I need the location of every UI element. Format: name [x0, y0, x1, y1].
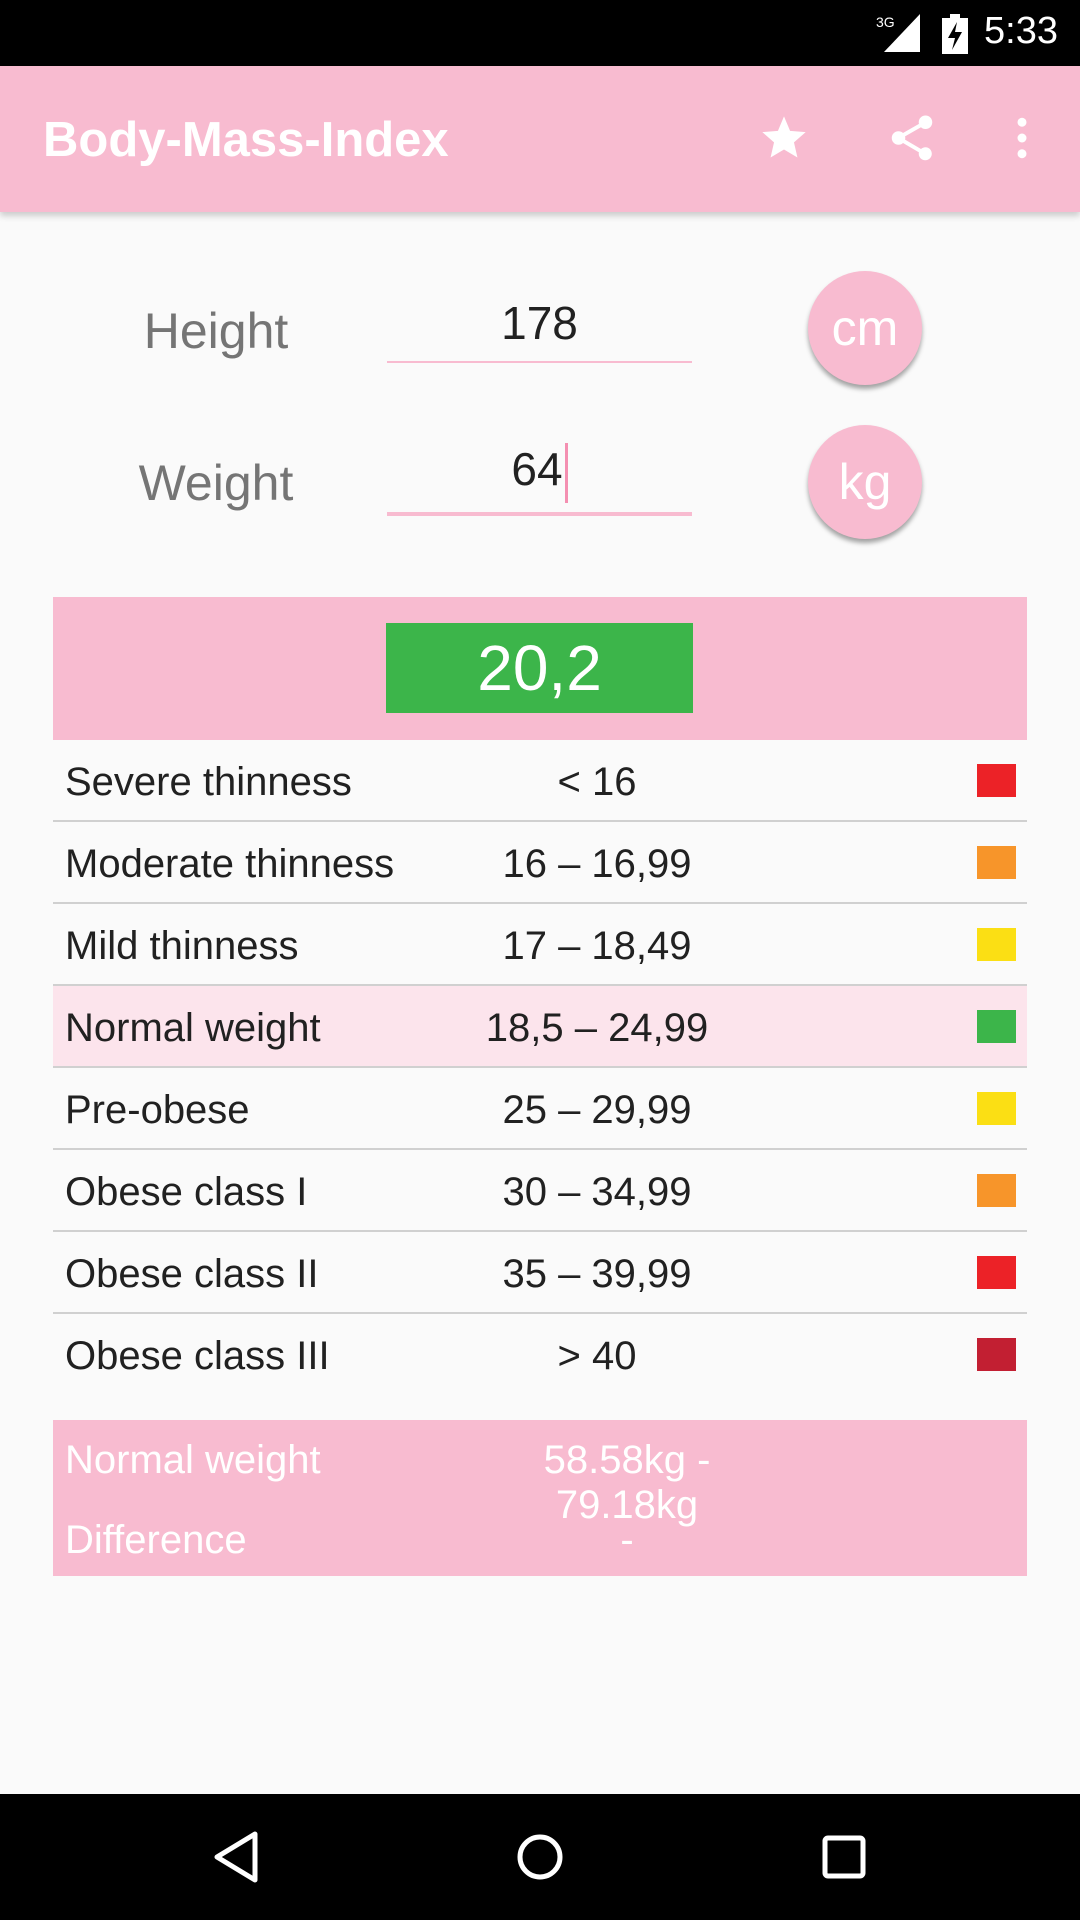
normal-weight-label: Normal weight — [65, 1438, 321, 1482]
category-color-swatch — [977, 846, 1016, 879]
weight-label: Weight — [138, 455, 294, 511]
star-icon[interactable] — [754, 108, 814, 168]
category-color-swatch — [977, 1010, 1016, 1043]
table-row: Pre-obese 25 – 29,99 — [53, 1068, 1027, 1150]
category-label: Obese class I — [65, 1170, 308, 1214]
normal-weight-value: 58.58kg - 79.18kg — [543, 1438, 711, 1527]
bmi-result-panel: 20,2 — [53, 597, 1027, 740]
category-range: 18,5 – 24,99 — [485, 1006, 709, 1050]
table-row: Obese class III > 40 — [53, 1314, 1027, 1396]
category-color-swatch — [977, 1174, 1016, 1207]
weight-value: 64 — [511, 443, 563, 495]
home-icon[interactable] — [510, 1827, 570, 1887]
app-bar: Body-Mass-Index — [0, 66, 1080, 212]
height-label: Height — [143, 303, 289, 359]
table-row: Obese class II 35 – 39,99 — [53, 1232, 1027, 1314]
category-label: Obese class II — [65, 1252, 319, 1296]
height-unit-button[interactable]: cm — [808, 271, 922, 385]
navigation-bar — [0, 1794, 1080, 1920]
height-value: 178 — [501, 297, 578, 349]
signal-3g-icon: 3G — [876, 14, 920, 52]
difference-label: Difference — [65, 1518, 247, 1562]
height-input[interactable]: 178 — [387, 296, 692, 350]
table-row: Mild thinness 17 – 18,49 — [53, 904, 1027, 986]
weight-row: Weight 64 kg — [0, 422, 1080, 542]
category-color-swatch — [977, 928, 1016, 961]
share-icon[interactable] — [882, 108, 942, 168]
weight-input-underline — [387, 512, 692, 516]
category-range: 35 – 39,99 — [502, 1252, 692, 1296]
category-range: 25 – 29,99 — [502, 1088, 692, 1132]
category-label: Mild thinness — [65, 924, 299, 968]
category-color-swatch — [977, 1338, 1016, 1371]
height-input-underline — [387, 361, 692, 363]
category-label: Normal weight — [65, 1006, 321, 1050]
category-label: Moderate thinness — [65, 842, 395, 886]
bmi-category-table: Severe thinness < 16 Moderate thinness 1… — [53, 740, 1027, 1396]
svg-text:3G: 3G — [876, 14, 895, 30]
table-row: Obese class I 30 – 34,99 — [53, 1150, 1027, 1232]
summary-panel: Normal weight 58.58kg - 79.18kg Differen… — [53, 1420, 1027, 1576]
weight-input[interactable]: 64 — [387, 442, 692, 503]
text-caret — [564, 442, 568, 503]
category-range: > 40 — [557, 1334, 637, 1378]
battery-charging-icon — [942, 14, 968, 54]
bmi-value: 20,2 — [386, 623, 693, 713]
status-bar: 3G 5:33 — [0, 0, 1080, 66]
category-color-swatch — [977, 1256, 1016, 1289]
table-row: Severe thinness < 16 — [53, 740, 1027, 822]
back-icon[interactable] — [206, 1827, 266, 1887]
weight-unit-button[interactable]: kg — [808, 425, 922, 539]
table-row: Moderate thinness 16 – 16,99 — [53, 822, 1027, 904]
category-label: Pre-obese — [65, 1088, 250, 1132]
recents-icon[interactable] — [814, 1827, 874, 1887]
category-color-swatch — [977, 764, 1016, 797]
category-color-swatch — [977, 1092, 1016, 1125]
category-range: < 16 — [557, 760, 637, 804]
category-range: 17 – 18,49 — [502, 924, 692, 968]
app-title: Body-Mass-Index — [43, 113, 449, 167]
height-row: Height 178 cm — [0, 270, 1080, 390]
clock: 5:33 — [984, 10, 1058, 52]
more-vert-icon[interactable] — [992, 108, 1052, 168]
table-row: Normal weight 18,5 – 24,99 — [53, 986, 1027, 1068]
difference-value: - — [620, 1518, 634, 1562]
category-range: 30 – 34,99 — [502, 1170, 692, 1214]
category-label: Obese class III — [65, 1334, 330, 1378]
category-label: Severe thinness — [65, 760, 352, 804]
category-range: 16 – 16,99 — [502, 842, 692, 886]
